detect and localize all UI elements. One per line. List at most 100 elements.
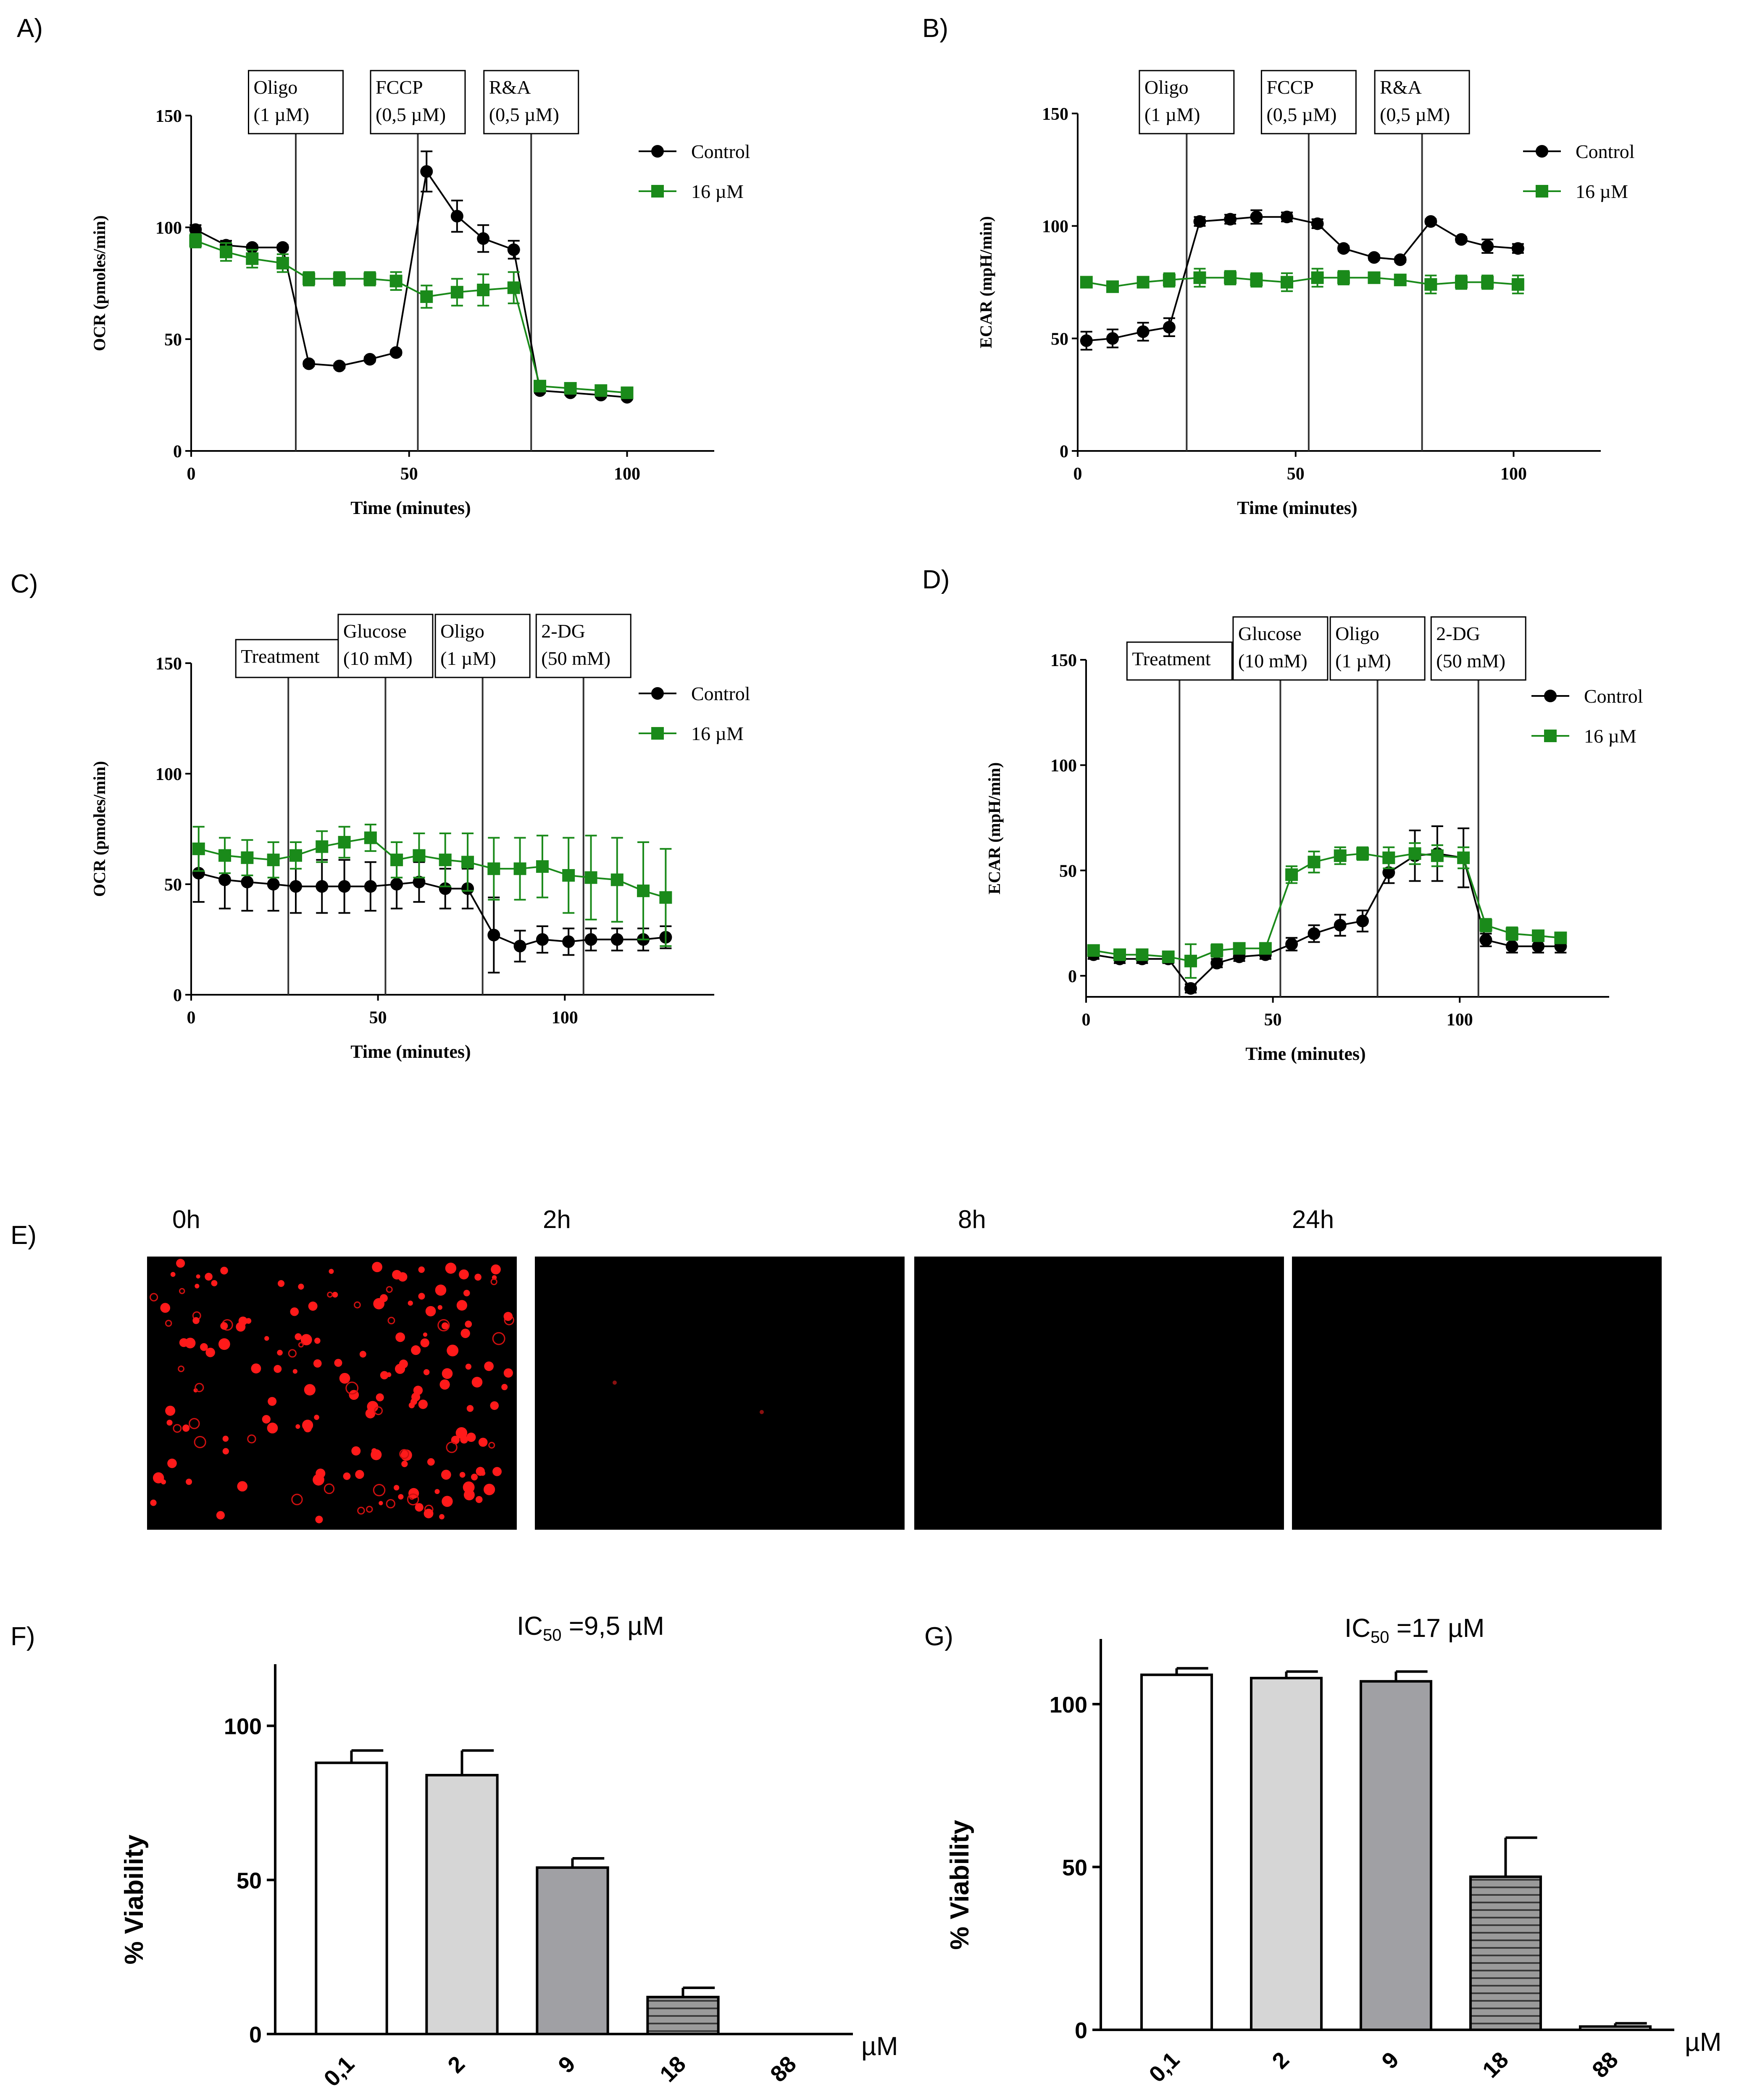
- data-point: [1087, 944, 1100, 957]
- chart-d: 0 50 100 150 0 50 100 Time (minutes) ECAR (mpH/m…: [985, 616, 1643, 1064]
- cell: [295, 1333, 302, 1341]
- injection-box: [434, 614, 531, 678]
- cell: [290, 1307, 299, 1316]
- data-point: [316, 880, 329, 893]
- bar: [425, 1774, 499, 2035]
- data-point: [1424, 278, 1437, 291]
- cell: [471, 1377, 483, 1388]
- cell: [308, 1302, 318, 1311]
- time-label-2h: 2h: [543, 1205, 571, 1233]
- title-subscript: 50: [543, 1626, 562, 1644]
- legend-label: Control: [1576, 141, 1635, 162]
- title-prefix: IC: [1344, 1614, 1371, 1643]
- legend-marker: [651, 185, 664, 198]
- cell: [267, 1423, 278, 1433]
- cell: [408, 1300, 413, 1306]
- cell: [298, 1342, 304, 1348]
- injection-label: (1 µM): [1335, 650, 1391, 672]
- cell: [351, 1446, 361, 1456]
- cell: [236, 1322, 246, 1332]
- legend-label: 16 µM: [1584, 725, 1636, 747]
- data-point: [1285, 938, 1298, 951]
- micrograph-panel: 0h 2h 8h 24h: [147, 1205, 1662, 1530]
- data-point: [192, 842, 205, 855]
- x-tick-label: 100: [1500, 464, 1527, 484]
- data-point: [390, 878, 403, 891]
- data-point: [1337, 271, 1350, 284]
- cell: [418, 1399, 428, 1409]
- series-line-control: [195, 169, 627, 398]
- legend-marker: [1544, 730, 1557, 742]
- data-point: [338, 880, 351, 893]
- injection-box: [1126, 641, 1233, 681]
- cells-2h: [613, 1381, 764, 1414]
- cell: [441, 1470, 451, 1480]
- legend-marker: [651, 687, 664, 700]
- injection-label: R&A: [489, 76, 531, 98]
- cell: [427, 1458, 435, 1466]
- data-point: [513, 862, 526, 875]
- data-point: [1337, 242, 1350, 255]
- y-tick-label: 50: [1051, 329, 1068, 349]
- cell: [411, 1345, 421, 1355]
- cell: [423, 1332, 428, 1337]
- cell: [418, 1293, 425, 1300]
- cell: [760, 1410, 764, 1414]
- cell: [372, 1262, 382, 1273]
- y-tick-label: 50: [1059, 862, 1077, 881]
- data-point: [584, 933, 597, 946]
- cell: [277, 1349, 283, 1356]
- data-point: [1408, 847, 1421, 860]
- cell: [327, 1291, 333, 1298]
- data-point: [637, 884, 650, 897]
- cell: [291, 1494, 303, 1505]
- y-tick-label: 100: [155, 765, 182, 784]
- data-point: [1136, 948, 1149, 961]
- legend-label: 16 µM: [1576, 181, 1628, 202]
- cell: [442, 1368, 453, 1379]
- data-point: [1250, 211, 1263, 224]
- injection-label: (50 mM): [1436, 650, 1505, 672]
- injection-label: (10 mM): [343, 648, 413, 669]
- x-axis-label: Time (minutes): [350, 498, 471, 518]
- injection-label: (0,5 µM): [489, 104, 559, 125]
- injection-label: (50 mM): [541, 648, 610, 669]
- cell: [314, 1338, 321, 1344]
- injection-box: [1260, 70, 1357, 134]
- data-point: [363, 272, 376, 285]
- cell: [437, 1305, 442, 1310]
- data-point: [1479, 933, 1492, 946]
- legend-marker: [651, 145, 664, 158]
- data-point: [1193, 271, 1206, 284]
- y-tick-label: 100: [155, 219, 182, 238]
- data-point: [562, 935, 575, 948]
- time-label-0h: 0h: [172, 1205, 200, 1233]
- cell: [447, 1344, 459, 1357]
- x-axis-label: Time (minutes): [1237, 498, 1357, 518]
- injection-label: Treatment: [1132, 648, 1211, 669]
- chart-c: 0 50 100 150 0 50 100 Time (minutes) OCR (pmoles…: [90, 614, 750, 1062]
- title-suffix: =17 µM: [1389, 1614, 1485, 1643]
- cell: [220, 1267, 228, 1275]
- cell: [387, 1317, 395, 1325]
- cell: [466, 1432, 476, 1442]
- cell: [292, 1369, 297, 1374]
- data-point: [1281, 276, 1293, 289]
- cell: [463, 1481, 475, 1493]
- chart-a: 0 50 100 150 0 50 100 Time (minutes) OCR (pmoles…: [90, 70, 750, 518]
- cell: [503, 1312, 513, 1321]
- data-point: [1210, 944, 1223, 957]
- cell: [484, 1483, 495, 1495]
- cell: [460, 1328, 470, 1338]
- cell: [167, 1458, 177, 1468]
- cell: [366, 1506, 373, 1513]
- cell: [491, 1264, 501, 1275]
- x-axis-label: Time (minutes): [1245, 1043, 1365, 1064]
- data-point: [246, 241, 259, 254]
- cell: [274, 1365, 282, 1373]
- cell: [425, 1306, 436, 1317]
- x-tick-label: 0: [1073, 464, 1082, 484]
- cell: [380, 1371, 389, 1380]
- cell: [298, 1283, 304, 1290]
- bar: [758, 2033, 829, 2035]
